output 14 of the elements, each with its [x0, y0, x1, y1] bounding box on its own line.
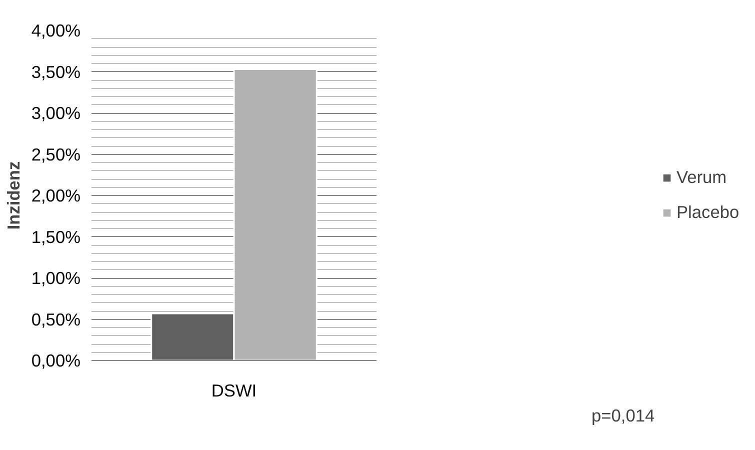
- y-tick-label: 3,50%: [31, 62, 81, 82]
- legend-label: Verum: [676, 167, 728, 188]
- y-tick-label: 1,00%: [31, 268, 81, 288]
- legend-label: Placebo: [676, 202, 740, 223]
- y-tick-label: 0,50%: [31, 309, 81, 330]
- y-axis-title: Inzidenz: [3, 160, 24, 230]
- text: p=0,014: [592, 406, 655, 426]
- y-tick-label: 2,50%: [31, 144, 81, 164]
- y-tick-label: 2,00%: [31, 186, 81, 206]
- y-tick-label: 0,00%: [31, 350, 81, 370]
- y-tick-label: 3,00%: [31, 103, 81, 123]
- y-tick-label: 1,50%: [31, 226, 81, 247]
- y-tick-label: 4,00%: [31, 20, 81, 40]
- x-tick-label: DSWI: [211, 380, 257, 400]
